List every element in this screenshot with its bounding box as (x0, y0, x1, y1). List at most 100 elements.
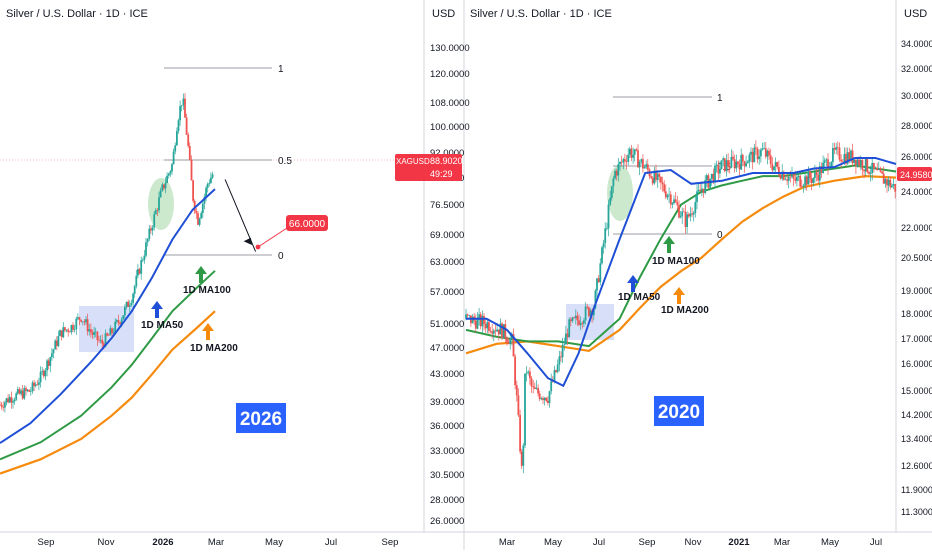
candle-body (109, 328, 112, 336)
candle-body (81, 321, 84, 322)
candle-body (750, 151, 752, 155)
candle-body (768, 150, 770, 156)
candle-body (836, 147, 839, 148)
candle-body (764, 148, 767, 157)
left-x-axis[interactable]: Sep Nov 2026 Mar May Jul Sep (38, 537, 399, 548)
candle-body (855, 159, 857, 166)
candle-body (894, 184, 897, 192)
candle-body (791, 174, 793, 177)
candle-body (198, 218, 201, 225)
left-ytick-label: 130.0000 (430, 43, 470, 54)
left-ma100-line (0, 270, 216, 461)
right-xtick-label: Jul (870, 537, 882, 548)
candle-body (877, 168, 880, 170)
candle-body (668, 194, 670, 196)
candle-body (201, 203, 204, 214)
left-ytick-label: 36.0000 (430, 421, 464, 432)
candle-body (778, 167, 780, 175)
candle-body (689, 213, 692, 217)
candle-body (809, 171, 811, 179)
candle-body (738, 164, 741, 170)
candle-body (133, 286, 136, 294)
candle-body (804, 176, 806, 186)
left-fib-label-0: 0 (278, 251, 284, 262)
candle-body (683, 211, 685, 213)
candle-body (206, 183, 209, 188)
candle-body (75, 318, 78, 330)
right-ytick-label: 18.0000 (901, 309, 932, 319)
candle-body (538, 393, 541, 400)
candle-body (879, 168, 882, 172)
candle-body (566, 333, 569, 338)
candle-body (532, 386, 535, 388)
candle-body (617, 164, 620, 176)
candle-body (630, 148, 633, 158)
candle-body (578, 320, 580, 325)
candle-body (859, 160, 862, 165)
right-ytick-label: 24.0000 (901, 187, 932, 197)
candle-body (584, 306, 587, 321)
left-ytick-label: 43.0000 (430, 369, 464, 380)
candle-body (694, 202, 697, 213)
right-xtick-label: Nov (685, 537, 702, 548)
candle-body (211, 174, 214, 178)
candle-body (542, 398, 544, 400)
candle-body (558, 356, 561, 365)
candle-body (36, 384, 39, 385)
right-y-axis[interactable]: 34.0000 32.0000 30.0000 28.0000 26.0000 … (901, 39, 932, 517)
candle-body (520, 451, 523, 466)
candle-body (124, 307, 126, 316)
right-ytick-label: 30.0000 (901, 91, 932, 101)
candle-body (25, 388, 27, 391)
candle-body (658, 173, 661, 177)
candle-body (868, 172, 870, 174)
candle-body (98, 340, 100, 341)
left-y-axis[interactable]: 130.0000 120.0000 108.0000 100.0000 92.0… (430, 43, 470, 527)
candle-body (800, 186, 803, 188)
candle-body (141, 259, 144, 261)
candle-body (640, 159, 643, 162)
candle-body (483, 315, 485, 324)
candle-body (78, 317, 81, 320)
candle-body (602, 243, 605, 248)
candle-body (193, 200, 196, 212)
candle-body (858, 159, 860, 166)
candle-body (561, 344, 564, 358)
candle-body (728, 166, 731, 168)
left-ma100-label: 1D MA100 (183, 285, 231, 296)
left-ytick-label: 33.0000 (430, 446, 464, 457)
candle-body (597, 278, 600, 283)
candle-body (522, 445, 525, 466)
candle-body (210, 177, 212, 183)
left-ytick-label: 92.0000 (430, 148, 464, 159)
candle-body (107, 335, 110, 336)
candle-body (638, 161, 641, 168)
candle-body (861, 160, 864, 170)
candle-body (537, 387, 539, 394)
candle-body (592, 308, 595, 316)
right-ytick-label: 11.9000 (901, 485, 932, 495)
candle-body (691, 213, 693, 215)
candle-body (681, 211, 684, 217)
candle-body (887, 179, 890, 186)
candle-body (568, 319, 571, 338)
right-year-badge (654, 396, 704, 426)
left-candles (0, 93, 214, 413)
candle-body (624, 159, 626, 162)
candle-body (479, 314, 482, 327)
left-ytick-label: 26.0000 (430, 516, 464, 527)
candle-body (117, 320, 120, 323)
right-x-axis[interactable]: Mar May Jul Sep Nov 2021 Mar May Jul (499, 537, 882, 548)
candle-body (77, 317, 79, 319)
candle-body (609, 198, 612, 205)
candle-body (784, 179, 787, 181)
candle-body (491, 331, 494, 334)
candle-body (548, 391, 551, 403)
candle-body (104, 333, 107, 347)
candle-body (151, 227, 154, 231)
candle-body (31, 382, 34, 392)
right-xtick-label: Mar (499, 537, 515, 548)
candle-body (52, 349, 55, 354)
candle-body (148, 228, 151, 239)
candle-body (102, 343, 105, 347)
